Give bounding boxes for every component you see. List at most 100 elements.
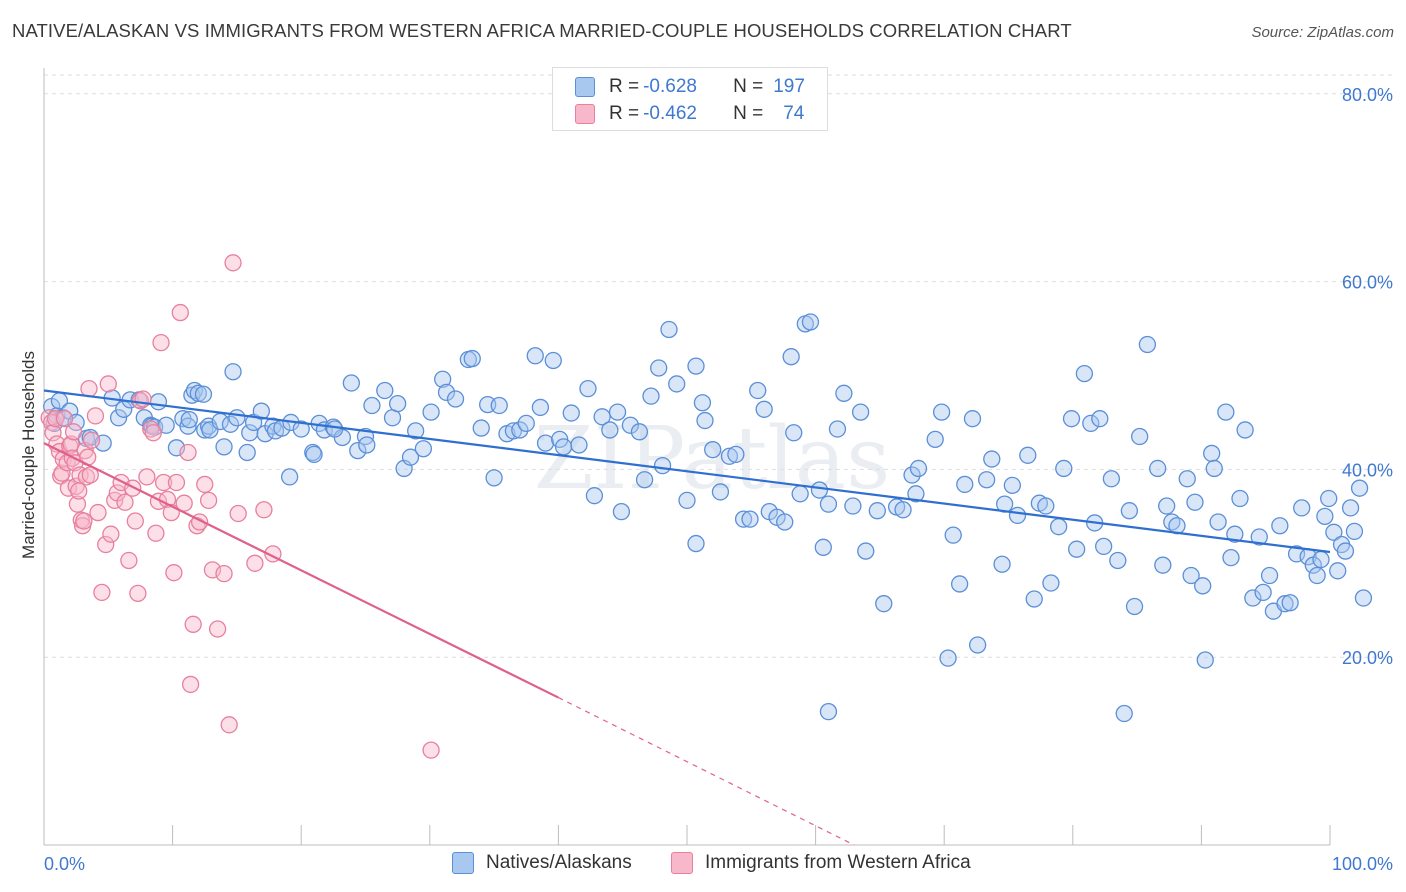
data-point-natives [993,555,1011,573]
data-point-natives [819,495,838,513]
data-point-natives [490,396,508,415]
legend-n-value: 74 [783,103,805,124]
data-point-natives [1068,540,1086,558]
data-point-natives [517,414,535,433]
data-point-natives [1236,421,1254,439]
data-point-immigrants [229,504,247,523]
data-point-natives [734,510,753,528]
data-point-natives [349,441,367,460]
data-point-natives [653,456,672,475]
bottom-legend-natives[interactable]: Natives/Alaskans [452,852,632,874]
data-point-natives [791,485,809,503]
data-point-immigrants [82,431,101,449]
data-point-natives [819,703,838,721]
data-point-natives [875,595,893,613]
data-point-natives [252,402,270,420]
data-point-natives [511,421,529,439]
data-point-natives [434,370,452,388]
data-point-natives [1203,444,1221,463]
axes [43,68,1331,846]
data-point-immigrants [215,564,233,583]
data-point-natives [1062,410,1081,428]
data-point-natives [1320,489,1338,508]
data-point-natives [485,469,503,487]
data-point-natives [1182,566,1200,585]
data-point-natives [1196,651,1214,669]
data-point-natives [1075,364,1094,383]
data-point-immigrants [129,584,147,602]
y-axis-label: Married-couple Households [19,351,38,559]
data-point-immigrants [255,501,273,519]
data-point-immigrants [422,741,440,759]
data-point-natives [835,384,853,402]
y-tick-label: 40.0% [1342,460,1393,480]
chart-title: NATIVE/ALASKAN VS IMMIGRANTS FROM WESTER… [12,20,1072,41]
data-point-immigrants [171,303,189,322]
data-point-natives [1260,566,1279,585]
data-point-natives [1329,562,1347,580]
data-point-natives [844,497,862,515]
data-point-natives [801,313,820,331]
data-point-natives [601,421,619,439]
data-point-natives [1222,549,1240,567]
data-point-immigrants [138,468,156,486]
data-point-natives [109,409,128,427]
data-point-natives [1120,502,1139,520]
data-point-natives [544,351,562,370]
data-point-natives [1345,522,1364,541]
data-point-natives [727,445,745,464]
data-point-natives [526,347,544,365]
data-point-natives [149,393,168,411]
bottom-legend: Natives/Alaskans Immigrants from Western… [0,852,1406,878]
data-point-natives [630,423,649,441]
bottom-legend-label: Natives/Alaskans [486,852,632,873]
data-point-natives [749,381,767,400]
data-point-immigrants [154,473,173,492]
data-point-natives [944,526,962,544]
data-point-natives [342,374,361,392]
data-point-natives [939,649,957,667]
data-point-natives [1316,507,1334,525]
data-point-natives [907,485,925,503]
data-point-natives [741,510,759,528]
data-point-natives [1149,459,1167,478]
legend-box: R = -0.628 N = 197 R = -0.462 N = 74 [552,67,828,131]
data-point-natives [585,487,604,505]
data-point-natives [401,448,420,466]
data-point-natives [608,403,627,421]
data-point-natives [968,636,987,654]
data-point-immigrants [152,333,170,352]
data-point-natives [292,420,310,438]
data-point-natives [903,466,921,484]
data-point-natives [1271,517,1289,535]
data-point-natives [1250,528,1268,546]
trend-line-natives [43,389,1331,554]
data-point-natives [926,430,944,448]
data-point-natives [635,471,654,489]
data-point-natives [179,417,197,435]
data-point-natives [554,438,573,456]
bottom-legend-immigrants[interactable]: Immigrants from Western Africa [671,852,971,874]
legend-swatch-pink [575,104,595,124]
data-point-natives [376,381,394,400]
data-point-natives [696,411,714,430]
trend-lines [43,389,1331,846]
data-point-immigrants [167,473,186,492]
data-point-natives [1312,550,1330,569]
series-immigrants-western-africa [40,254,440,759]
data-point-natives [857,542,875,560]
legend-r-label: R = [609,103,640,124]
data-point-natives [437,383,456,402]
data-point-natives [810,481,829,499]
data-point-immigrants [53,464,71,482]
data-point-natives [180,410,198,429]
legend-r-value: -0.628 [643,76,697,97]
data-point-immigrants [93,583,111,602]
y-tick-labels: 20.0% 40.0% 60.0% 80.0% [1342,85,1393,668]
data-point-immigrants [97,535,115,554]
x-tick-label: 100.0% [1332,854,1393,874]
data-point-immigrants [165,564,183,582]
data-point-natives [983,450,1001,468]
data-point-immigrants [46,410,65,428]
